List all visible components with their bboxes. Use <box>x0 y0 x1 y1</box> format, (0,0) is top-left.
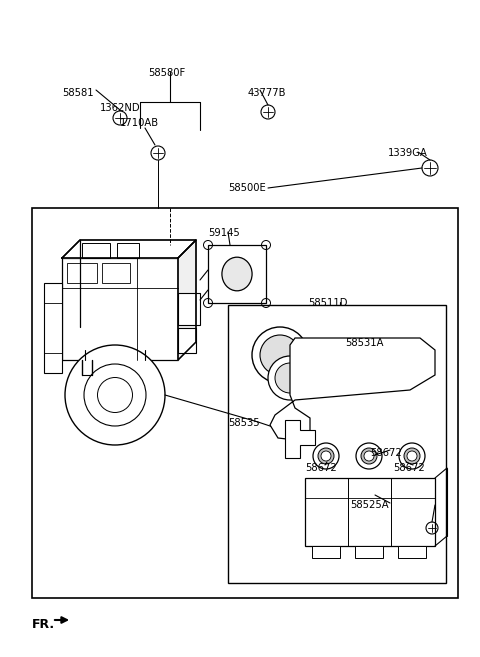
Text: 58672: 58672 <box>370 448 402 458</box>
Text: 1339GA: 1339GA <box>388 148 428 158</box>
Bar <box>82 243 110 258</box>
Bar <box>117 243 139 258</box>
Circle shape <box>252 327 308 383</box>
Circle shape <box>364 451 374 461</box>
Bar <box>44 283 62 373</box>
Circle shape <box>399 443 425 469</box>
Text: 59145: 59145 <box>208 228 240 238</box>
Bar <box>228 305 446 583</box>
Circle shape <box>65 345 165 445</box>
Circle shape <box>356 443 382 469</box>
Bar <box>178 328 196 353</box>
Circle shape <box>268 356 312 400</box>
Text: 58525A: 58525A <box>350 500 389 510</box>
Text: 1362ND: 1362ND <box>100 103 141 113</box>
Text: 58531A: 58531A <box>345 338 384 348</box>
Polygon shape <box>62 240 196 258</box>
Text: FR.: FR. <box>32 618 55 631</box>
Text: 58672: 58672 <box>305 463 337 473</box>
Text: 58672: 58672 <box>393 463 425 473</box>
Circle shape <box>318 448 334 464</box>
Polygon shape <box>178 240 196 360</box>
Text: 58511D: 58511D <box>308 298 348 308</box>
Ellipse shape <box>222 257 252 291</box>
Text: 43777B: 43777B <box>248 88 287 98</box>
Text: 58581: 58581 <box>62 88 94 98</box>
Polygon shape <box>285 420 315 458</box>
Bar <box>102 263 130 283</box>
Circle shape <box>260 335 300 375</box>
Text: 58535: 58535 <box>228 418 260 428</box>
Bar <box>67 263 97 283</box>
Text: 1710AB: 1710AB <box>120 118 159 128</box>
Bar <box>312 546 340 558</box>
Bar <box>355 546 383 558</box>
Polygon shape <box>270 338 435 440</box>
Text: 58500E: 58500E <box>228 183 266 193</box>
Circle shape <box>313 443 339 469</box>
Bar <box>208 245 266 303</box>
Bar <box>32 208 458 598</box>
Circle shape <box>321 451 331 461</box>
Bar <box>305 478 435 546</box>
Bar <box>62 258 178 360</box>
Bar <box>398 546 426 558</box>
Circle shape <box>407 451 417 461</box>
Bar <box>178 293 200 325</box>
Circle shape <box>361 448 377 464</box>
Circle shape <box>404 448 420 464</box>
Text: 58580F: 58580F <box>148 68 185 78</box>
Circle shape <box>275 363 305 393</box>
